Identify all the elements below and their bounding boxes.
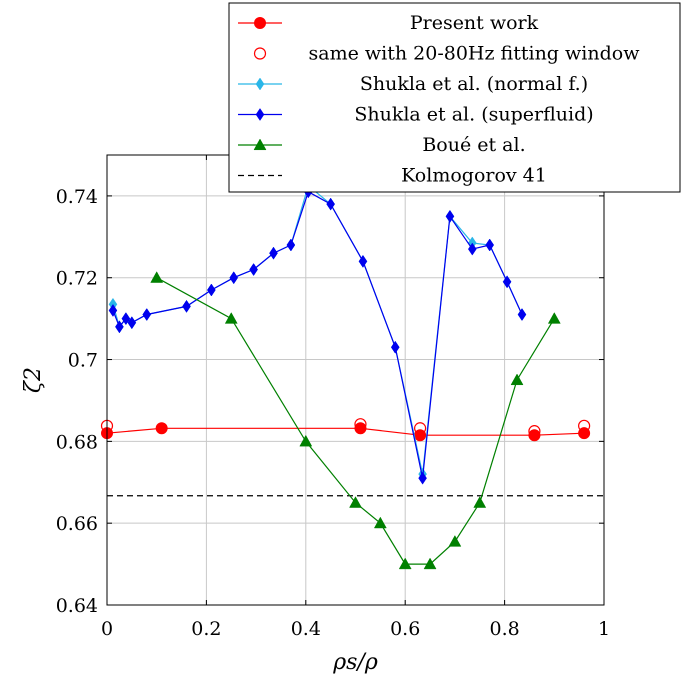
data-point-circle xyxy=(354,422,367,435)
y-tick-label: 0.7 xyxy=(68,350,98,372)
series-4 xyxy=(150,271,561,570)
data-point-diamond xyxy=(127,316,137,330)
data-point-triangle xyxy=(253,138,267,151)
data-point-diamond xyxy=(467,242,477,256)
data-point-diamond xyxy=(390,340,400,354)
data-point-triangle xyxy=(448,535,462,547)
data-point-diamond xyxy=(207,283,216,297)
data-point-diamond xyxy=(418,471,427,485)
data-point-diamond xyxy=(142,308,152,321)
data-point-diamond xyxy=(269,246,278,260)
legend-label: Shukla et al. (superfluid) xyxy=(354,104,593,126)
data-point-diamond xyxy=(229,271,239,285)
series-line xyxy=(112,184,523,475)
data-point-open-circle xyxy=(354,418,367,431)
data-point-diamond xyxy=(121,312,131,326)
data-point-circle xyxy=(254,17,266,29)
legend: Present work same with 20-80Hz fitting wi… xyxy=(228,2,681,193)
legend-box xyxy=(228,2,681,193)
plot-frame xyxy=(106,154,605,606)
data-point-diamond xyxy=(517,308,527,321)
data-point-triangle xyxy=(547,312,561,324)
legend-label: Shukla et al. (normal f.) xyxy=(360,73,588,95)
data-point-diamond xyxy=(182,299,191,313)
y-axis-label: ζ2 xyxy=(21,367,46,393)
axes: 0 0.2 0.4 0.6 0.8 1 0.64 0.66 0.68 0.7 0.72 0.74 ρs/… xyxy=(21,154,610,675)
legend-label: same with 20-80Hz fitting window xyxy=(309,43,641,65)
series-line xyxy=(106,427,585,436)
x-tick-label: 0.6 xyxy=(390,618,420,640)
data-point-diamond xyxy=(286,238,296,252)
data-point-diamond xyxy=(326,197,335,211)
x-tick-label: 0.4 xyxy=(291,618,321,640)
x-tick-label: 1 xyxy=(598,618,610,640)
data-point-open-circle xyxy=(253,47,267,60)
series-group xyxy=(100,179,591,570)
legend-label: Kolmogorov 41 xyxy=(401,165,547,187)
data-point-diamond xyxy=(108,304,118,317)
data-point-diamond xyxy=(445,209,455,223)
data-point-diamond xyxy=(358,254,368,268)
series-3 xyxy=(108,185,527,485)
data-point-open-circle xyxy=(414,422,427,435)
data-point-triangle xyxy=(299,434,313,447)
data-point-open-circle xyxy=(578,419,591,432)
series-1 xyxy=(100,418,591,438)
x-tick-label: 0.8 xyxy=(489,618,519,640)
data-point-open-circle xyxy=(528,425,541,438)
data-point-diamond xyxy=(255,77,265,91)
data-point-triangle xyxy=(473,496,487,508)
legend-label: Present work xyxy=(410,12,539,34)
data-point-triangle xyxy=(349,496,362,508)
grid xyxy=(106,155,605,606)
y-tick-label: 0.74 xyxy=(56,186,98,208)
data-point-diamond xyxy=(255,108,265,121)
data-point-diamond xyxy=(249,263,258,276)
x-tick-label: 0.2 xyxy=(191,618,221,640)
data-point-triangle xyxy=(510,373,524,386)
data-point-triangle xyxy=(398,557,412,570)
data-point-circle xyxy=(155,422,168,435)
x-axis-label: ρs/ρ xyxy=(332,650,378,675)
data-point-diamond xyxy=(115,320,124,334)
y-tick-label: 0.72 xyxy=(56,268,98,290)
data-point-triangle xyxy=(224,312,238,324)
y-tick-label: 0.66 xyxy=(56,513,98,535)
data-point-triangle xyxy=(150,271,164,283)
data-point-triangle xyxy=(373,516,387,529)
legend-label: Boué et al. xyxy=(422,134,525,156)
y-tick-label: 0.68 xyxy=(56,431,98,453)
x-tick-label: 0 xyxy=(101,618,113,640)
series-0 xyxy=(101,422,591,442)
data-point-circle xyxy=(528,429,541,442)
data-point-diamond xyxy=(485,238,494,252)
data-point-diamond xyxy=(502,275,512,289)
y-tick-label: 0.64 xyxy=(56,595,98,617)
data-point-triangle xyxy=(423,557,437,570)
